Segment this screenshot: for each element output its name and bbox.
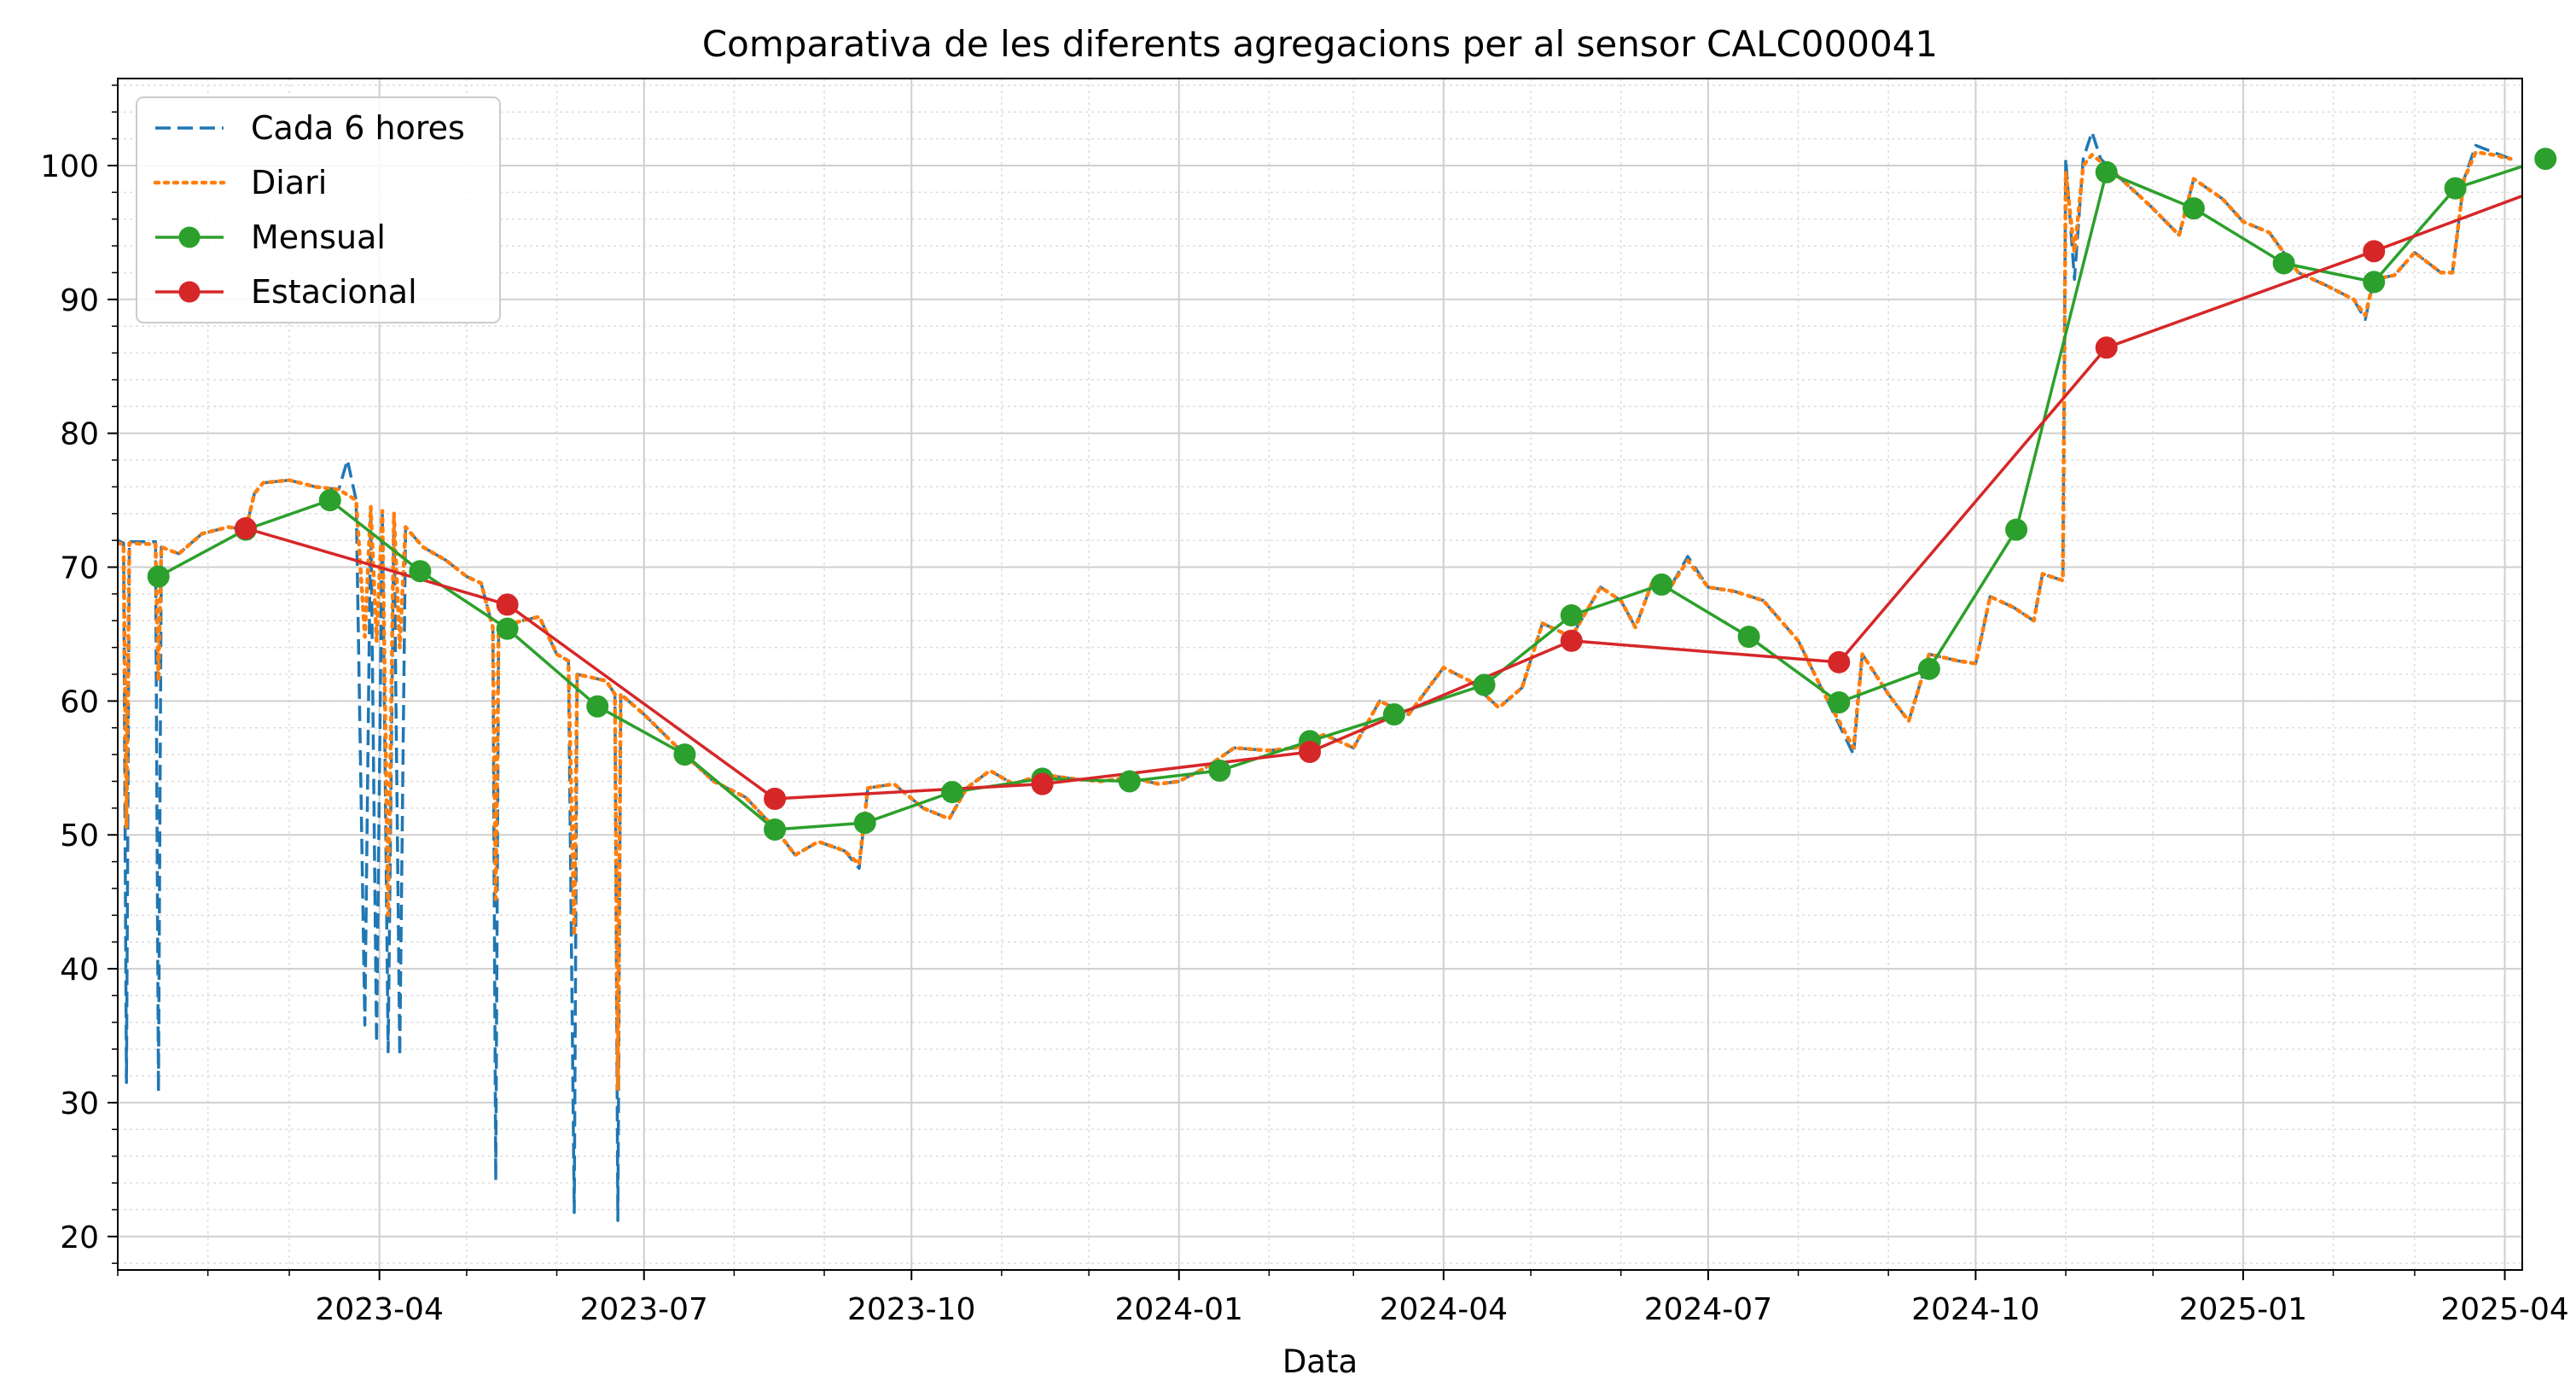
y-tick-label: 80: [60, 417, 99, 452]
series-point-2: [409, 560, 432, 583]
x-tick-label: 2023-10: [847, 1292, 975, 1327]
series-point-3: [2095, 336, 2118, 359]
series-point-2: [318, 489, 341, 512]
x-tick-label: 2024-04: [1380, 1292, 1508, 1327]
y-tick-label: 40: [60, 952, 99, 987]
y-tick-label: 60: [60, 684, 99, 719]
major-grid: [118, 79, 2522, 1270]
series-point-3: [1031, 772, 1054, 795]
legend-marker-2: [178, 226, 201, 248]
legend-label-0: Cada 6 hores: [251, 109, 465, 147]
x-tick-label: 2023-04: [315, 1292, 443, 1327]
y-axis-ticks: 20 30 40 50 60 70 80 90 100: [40, 84, 118, 1264]
chart-title: Comparativa de les diferents agregacions…: [702, 23, 1938, 65]
legend-marker-3: [178, 281, 201, 303]
series-point-2: [1650, 573, 1673, 596]
y-tick-label: 30: [60, 1086, 99, 1121]
x-axis-label: Data: [1282, 1343, 1358, 1380]
x-axis-ticks: 2023-04 2023-07 2023-10 2024-01 2024-04 2024-…: [117, 1270, 2569, 1327]
series-point-3: [496, 593, 519, 616]
legend-label-2: Mensual: [251, 218, 386, 256]
series-point-2: [2182, 197, 2205, 220]
series-point-2: [1118, 770, 1141, 793]
series-point-2: [853, 812, 876, 835]
series-line-2: [157, 165, 2522, 831]
series-point-2: [1560, 603, 1583, 626]
series-point-2: [2005, 518, 2028, 541]
x-tick-label: 2024-01: [1115, 1292, 1243, 1327]
series-point-2: [1382, 703, 1405, 726]
series-point-3: [2363, 240, 2386, 263]
series-point-2: [673, 743, 696, 766]
legend-box: [136, 96, 501, 323]
series-layer: [118, 130, 2522, 1222]
series-point-3: [234, 517, 257, 540]
series-point-2: [2534, 148, 2557, 171]
series-point-3: [764, 787, 787, 810]
marker-layer: [147, 148, 2557, 841]
series-line-1: [118, 150, 2513, 1092]
legend-label-3: Estacional: [251, 273, 417, 311]
series-point-3: [1828, 650, 1851, 673]
legend-label-1: Diari: [251, 164, 327, 201]
x-tick-label: 2025-01: [2179, 1292, 2307, 1327]
series-point-2: [1208, 759, 1231, 782]
x-tick-label: 2025-04: [2440, 1292, 2568, 1327]
series-point-2: [2444, 177, 2467, 200]
series-point-2: [2272, 252, 2295, 275]
y-tick-label: 50: [60, 818, 99, 853]
x-tick-label: 2023-07: [580, 1292, 708, 1327]
y-tick-label: 20: [60, 1220, 99, 1255]
series-point-2: [586, 695, 609, 718]
series-point-2: [1828, 690, 1851, 714]
x-tick-label: 2024-07: [1644, 1292, 1772, 1327]
series-point-2: [764, 818, 787, 841]
series-point-2: [1917, 657, 1940, 680]
series-point-2: [496, 617, 519, 640]
series-point-2: [1737, 626, 1760, 649]
series-line-3: [245, 194, 2522, 801]
series-point-2: [2363, 271, 2386, 294]
y-tick-label: 70: [60, 551, 99, 586]
y-tick-label: 90: [60, 283, 99, 318]
series-point-2: [2095, 160, 2118, 183]
series-point-2: [147, 565, 170, 588]
series-point-3: [1299, 740, 1322, 763]
x-tick-label: 2024-10: [1911, 1292, 2039, 1327]
legend: Cada 6 hores Diari Mensual Estacional: [136, 96, 501, 323]
y-tick-label: 100: [40, 149, 99, 184]
series-point-3: [1560, 629, 1583, 652]
series-point-2: [940, 781, 963, 804]
series-point-2: [1473, 673, 1496, 696]
